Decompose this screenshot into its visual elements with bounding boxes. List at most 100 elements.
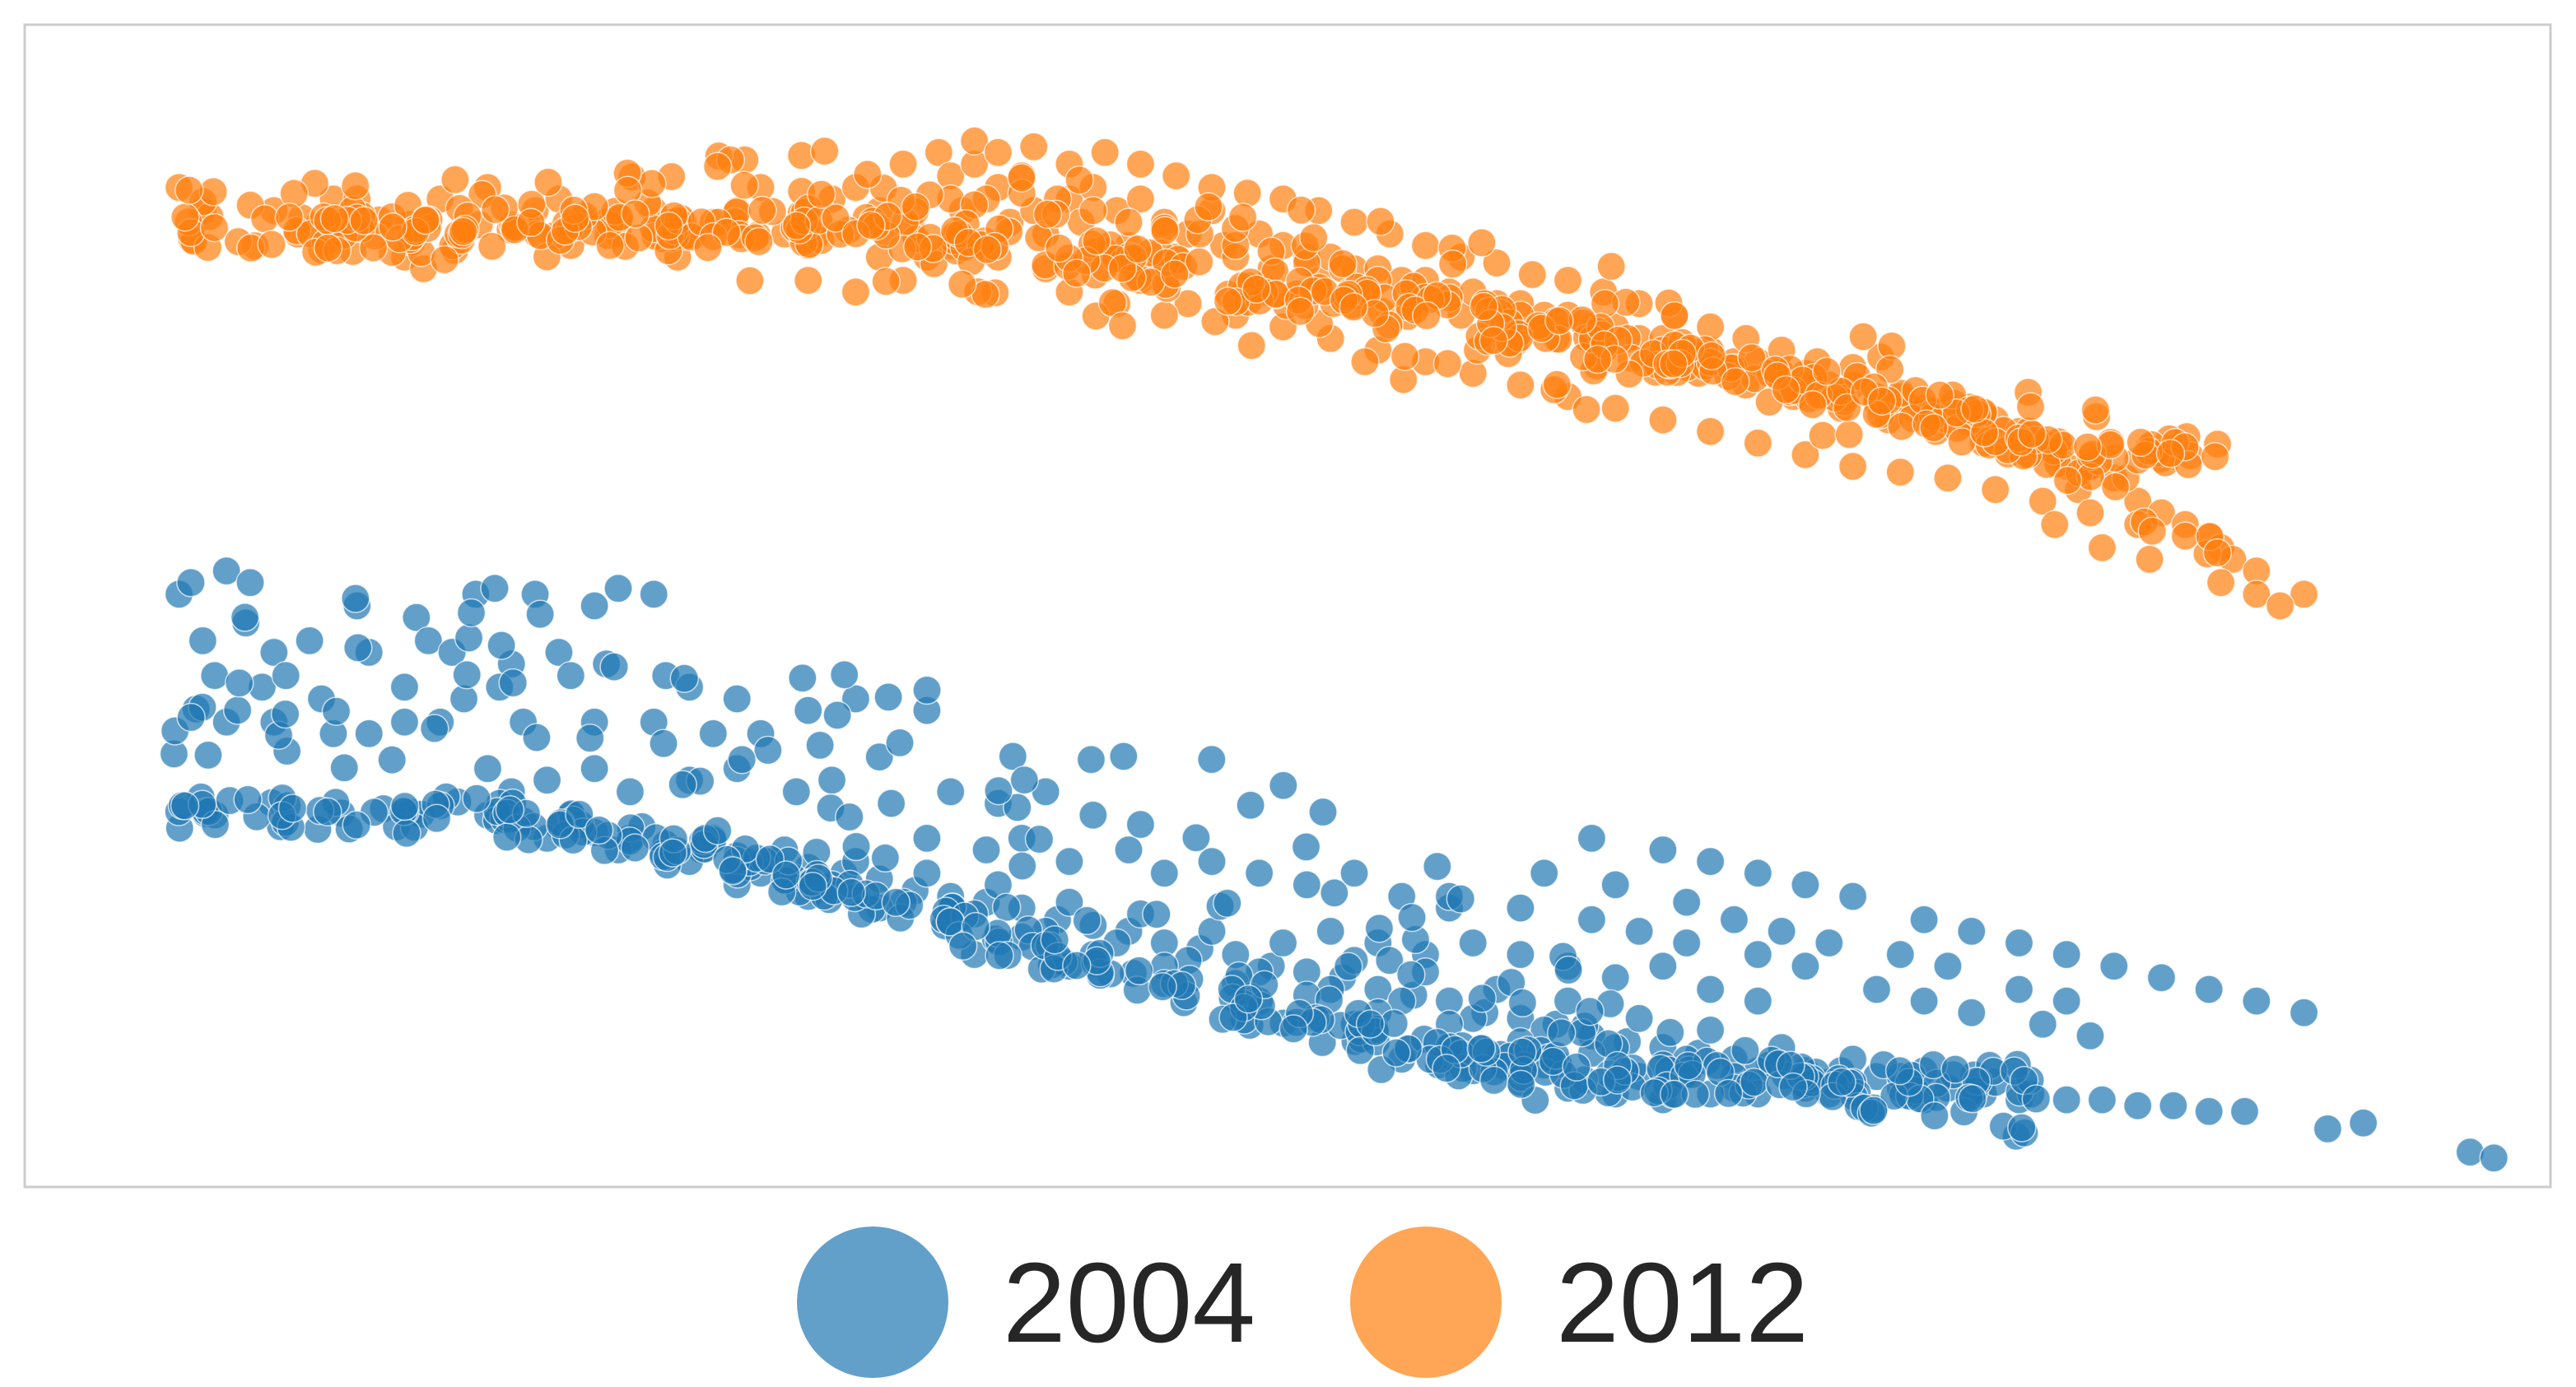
point-2012-699 [702, 151, 733, 181]
point-2012-476 [1834, 420, 1864, 449]
point-2004-62 [912, 823, 942, 854]
point-2004-453 [1479, 1065, 1509, 1096]
point-2012-448 [1150, 216, 1180, 246]
point-2012-147 [959, 126, 990, 156]
point-2012-531 [1064, 165, 1094, 195]
point-2004-650 [841, 831, 871, 862]
point-2004-242 [1577, 823, 1607, 854]
point-2004-427 [727, 744, 757, 775]
point-2004-396 [224, 668, 254, 698]
point-2004-38 [354, 719, 384, 749]
point-2012-636 [902, 232, 933, 262]
point-2004-16 [413, 626, 444, 656]
point-2004-210 [2052, 1085, 2081, 1115]
point-2004-665 [702, 816, 733, 845]
point-2004-591 [1072, 905, 1102, 936]
point-2004-247 [1838, 882, 1868, 911]
point-2004-670 [329, 753, 359, 783]
point-2012-467 [1467, 228, 1497, 258]
point-2012-611 [1887, 412, 1917, 441]
point-2004-664 [836, 877, 866, 907]
point-2004-517 [1213, 888, 1242, 918]
point-2012-181 [1506, 370, 1535, 400]
point-2004-63 [971, 835, 1001, 865]
point-2012-187 [1791, 440, 1820, 470]
point-2012-158 [1339, 207, 1369, 237]
point-2004-624 [870, 843, 901, 873]
point-2004-245 [1743, 859, 1773, 888]
point-2004-7 [480, 574, 510, 603]
point-2004-255 [2242, 986, 2271, 1016]
point-2004-669 [495, 794, 525, 825]
point-2004-370 [998, 742, 1028, 771]
point-2004-571 [1713, 1078, 1744, 1109]
point-2012-728 [319, 203, 350, 234]
point-2004-581 [1381, 1038, 1411, 1068]
point-2012-572 [809, 136, 840, 166]
point-2012-465 [729, 170, 759, 200]
point-2004-250 [2004, 928, 2034, 958]
point-2004-252 [2099, 951, 2129, 981]
point-2012-672 [2052, 465, 2083, 496]
point-2004-80 [1600, 963, 1630, 993]
point-2004-539 [525, 599, 555, 629]
point-2004-374 [222, 696, 253, 725]
point-2004-580 [342, 810, 371, 840]
point-2004-441 [1739, 1067, 1769, 1097]
point-2012-584 [1737, 342, 1767, 373]
point-2012-680 [856, 210, 886, 240]
point-2012-470 [1808, 421, 1838, 450]
point-2012-189 [1885, 457, 1916, 487]
point-2004-136 [1055, 887, 1084, 917]
point-2012-730 [1658, 349, 1689, 379]
point-2004-651 [1546, 1017, 1577, 1048]
point-2004-661 [1920, 1101, 1949, 1131]
point-2004-68 [1197, 846, 1227, 877]
point-2012-691 [516, 207, 546, 238]
point-2012-191 [1980, 475, 2010, 505]
point-2012-729 [1572, 394, 1601, 425]
point-2012-364 [533, 167, 563, 198]
point-2012-683 [411, 205, 440, 235]
point-2004-226 [1791, 951, 1820, 981]
point-2004-621 [565, 799, 594, 830]
point-2004-230 [2028, 1009, 2058, 1040]
point-2012-706 [1812, 356, 1842, 387]
point-2012-705 [871, 267, 901, 296]
point-2012-689 [1082, 226, 1111, 256]
point-2012-687 [349, 206, 379, 235]
point-2012-464 [2200, 441, 2230, 472]
point-2012-678 [1123, 234, 1153, 264]
point-2004-475 [321, 696, 352, 726]
point-2004-667 [1554, 955, 1583, 985]
point-2004-627 [1940, 1054, 1970, 1084]
point-2004-564 [1674, 1050, 1703, 1081]
point-2004-138 [1197, 916, 1227, 947]
legend: 2004 2012 [797, 1226, 1809, 1378]
point-2004-81 [1648, 951, 1678, 981]
point-2004-285 [1333, 952, 1363, 982]
point-2004-666 [422, 803, 452, 833]
point-2004-491 [1291, 832, 1321, 862]
point-2012-185 [1695, 417, 1726, 446]
point-2012-695 [654, 211, 684, 241]
point-2012-645 [821, 203, 850, 233]
point-2004-523 [829, 659, 859, 690]
point-2004-244 [1695, 846, 1726, 877]
point-2004-551 [1562, 1052, 1591, 1082]
point-2012-254 [1237, 330, 1266, 361]
point-2004-481 [984, 775, 1013, 806]
point-2004-553 [1109, 742, 1139, 771]
point-2004-82 [1695, 975, 1726, 1004]
point-2004-69 [1244, 859, 1274, 888]
point-2004-51 [580, 753, 609, 784]
point-2012-211 [2265, 591, 2295, 621]
point-2004-74 [1316, 916, 1345, 947]
point-2004-243 [1648, 835, 1678, 865]
point-2004-56 [817, 766, 847, 795]
point-2004-44 [698, 719, 729, 749]
point-2004-26 [389, 673, 420, 702]
point-2012-425 [1437, 249, 1468, 279]
point-2012-117 [1078, 196, 1108, 226]
point-2004-643 [1233, 984, 1264, 1014]
